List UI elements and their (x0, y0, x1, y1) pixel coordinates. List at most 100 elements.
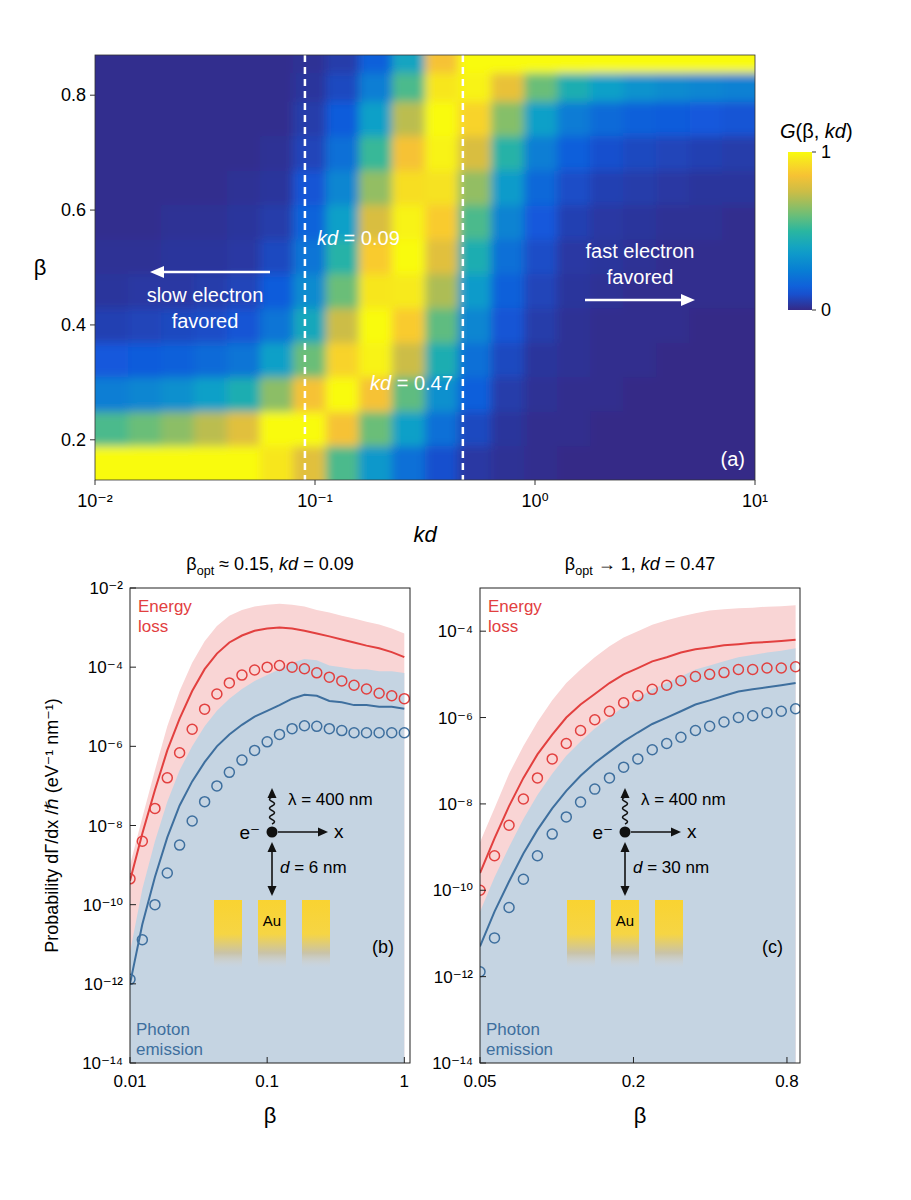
line (480, 640, 796, 873)
heatmap-cell (557, 411, 591, 446)
heatmap-cell (722, 342, 755, 377)
heatmap-cells (95, 55, 755, 480)
heatmap-cell (95, 72, 129, 102)
heatmap-cell (392, 135, 426, 170)
heatmap-cell (359, 55, 393, 73)
heatmap-cell (491, 308, 525, 343)
inset-label: e⁻ (239, 822, 260, 843)
panel-title: βopt ≈ 0.15, kd = 0.09 (186, 554, 353, 578)
inset-label: λ = 400 nm (288, 790, 373, 809)
heatmap-cell (161, 377, 195, 412)
arrow-head (318, 828, 328, 837)
colorbar-title: G(β, kd) (780, 120, 853, 142)
tick-label: 10⁻⁴ (438, 622, 473, 641)
tick (535, 480, 536, 485)
heatmap-cell (623, 342, 657, 377)
plot-frame (480, 588, 800, 1063)
heatmap-cell (524, 239, 558, 274)
band (480, 605, 796, 1063)
heatmap-cell (326, 273, 360, 308)
heatmap-cell (656, 170, 690, 205)
marker (130, 874, 135, 884)
tick-label: 1 (821, 142, 831, 162)
arrow-head (268, 886, 277, 896)
tick-label: 10¹ (742, 491, 768, 511)
heatmap-cell (161, 101, 195, 136)
heatmap-cell (227, 342, 261, 377)
panel-letter: (a) (721, 448, 745, 470)
heatmap-cell (359, 273, 393, 308)
heatmap-cell (458, 273, 492, 308)
heatmap-cell (392, 55, 426, 73)
marker (676, 676, 686, 686)
heatmap-cell (458, 204, 492, 239)
heatmap-cell (425, 446, 459, 480)
heatmap-cell (392, 170, 426, 205)
marker (224, 767, 234, 777)
heatmap-cell (557, 446, 591, 480)
marker (619, 698, 629, 708)
marker (504, 902, 514, 912)
heatmap-cell (656, 101, 690, 136)
heatmap-cell (326, 411, 360, 446)
heatmap-cell (722, 170, 755, 205)
heatmap-cell (194, 239, 228, 274)
heatmap-cell (260, 411, 294, 446)
inset-label: x (334, 821, 344, 842)
marker (748, 711, 758, 721)
tick (130, 825, 136, 826)
heatmap-cell (128, 55, 162, 73)
marker (633, 754, 643, 764)
heatmap-cell (722, 135, 755, 170)
heatmap-cell (722, 239, 755, 274)
heatmap-cell (326, 342, 360, 377)
heatmap-cell (623, 135, 657, 170)
marker (633, 691, 643, 701)
marker (590, 784, 600, 794)
arrow-head (621, 788, 630, 798)
marker (776, 663, 786, 673)
axis-title: kd (413, 522, 437, 547)
heatmap-cell (194, 342, 228, 377)
heatmap-cell (590, 308, 624, 343)
tick (480, 717, 486, 718)
heatmap-cell (359, 135, 393, 170)
heatmap-cell (590, 101, 624, 136)
marker (349, 728, 359, 738)
heatmap-cell (425, 135, 459, 170)
heatmap-cell (95, 273, 129, 308)
heatmap-cell (128, 204, 162, 239)
heatmap-cell (293, 273, 327, 308)
heatmap-cell (227, 72, 261, 102)
marker (187, 724, 197, 734)
heatmap-cell (557, 55, 591, 73)
heatmap-cell (128, 446, 162, 480)
heatmap-cell (260, 308, 294, 343)
marker (791, 662, 800, 672)
marker (287, 662, 297, 672)
heatmap-cell (623, 101, 657, 136)
series-label: Photonemission (136, 1020, 203, 1059)
electron (267, 827, 278, 838)
heatmap-cell (128, 342, 162, 377)
heatmap-cell (227, 411, 261, 446)
heatmap-cell (128, 239, 162, 274)
heatmap-cell (623, 377, 657, 412)
heatmap-cell (161, 342, 195, 377)
heatmap-cell (392, 411, 426, 446)
colorbar (788, 152, 812, 310)
tick-label: 10⁻¹⁴ (82, 1054, 123, 1073)
heatmap-cell (524, 204, 558, 239)
tick (267, 1057, 268, 1063)
heatmap-cell (260, 72, 294, 102)
tick-label: 0.2 (61, 430, 86, 450)
band (130, 604, 404, 1063)
marker (337, 676, 347, 686)
heatmap-cell (128, 308, 162, 343)
heatmap-cell (260, 101, 294, 136)
heatmap-cell (128, 135, 162, 170)
marker (387, 728, 397, 738)
marker (187, 816, 197, 826)
marker (250, 665, 260, 675)
heatmap-cell (425, 72, 459, 102)
